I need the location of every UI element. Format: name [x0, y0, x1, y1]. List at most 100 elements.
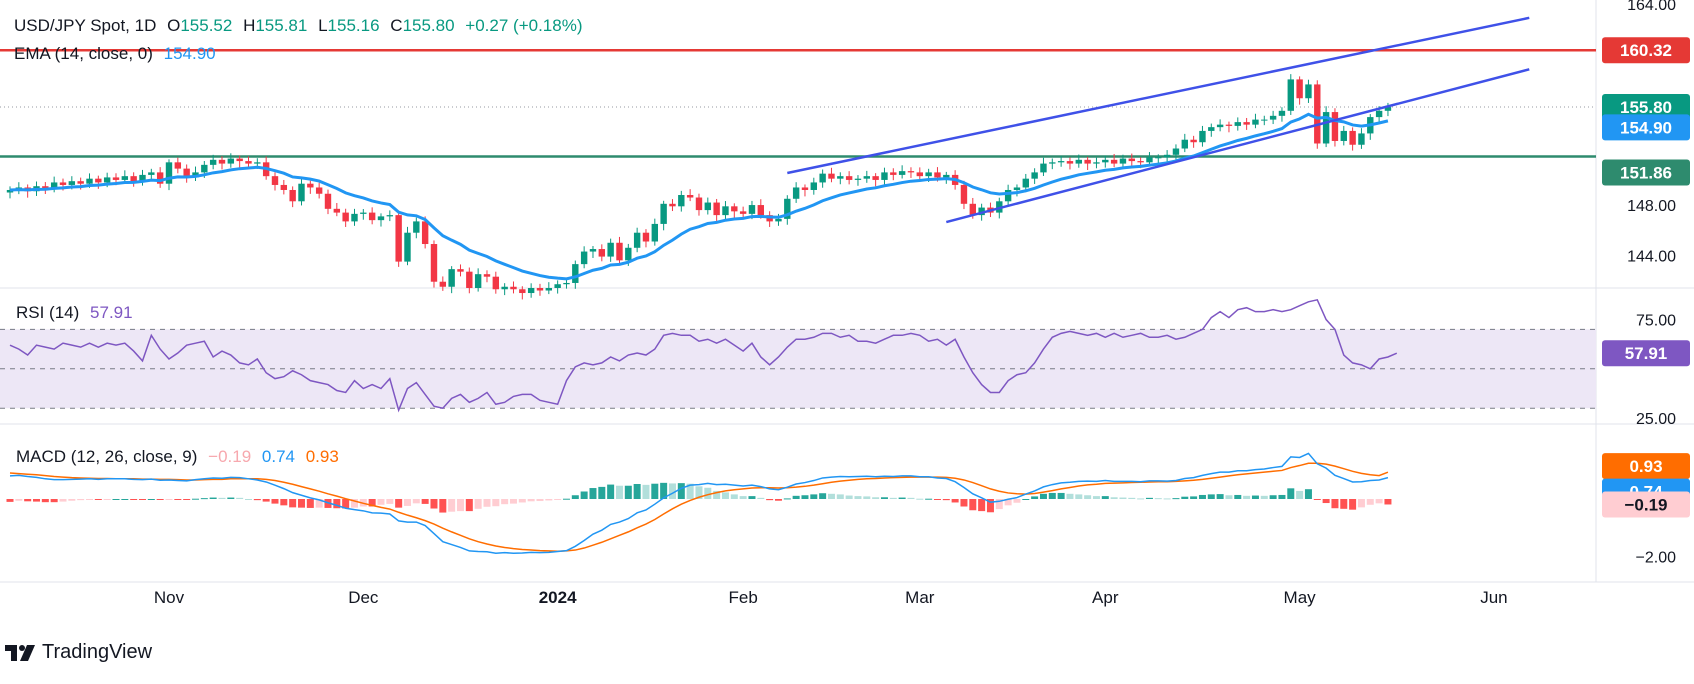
- candle-body: [757, 205, 765, 216]
- candle-body: [351, 213, 358, 222]
- macd-axis-tick: −2.00: [1636, 550, 1677, 567]
- macd-line: [9, 452, 1389, 554]
- macd-histogram-bar: [1022, 499, 1030, 500]
- candle-body: [1031, 172, 1038, 179]
- ema-value: 154.90: [163, 44, 216, 63]
- candle-body: [1216, 124, 1224, 128]
- macd-histogram-bar: [607, 484, 615, 499]
- candle-body: [589, 249, 597, 252]
- macd-histogram-bar: [1031, 496, 1039, 499]
- chart-background: [0, 0, 1694, 620]
- candle-body: [669, 203, 676, 207]
- macd-histogram-bar: [686, 483, 694, 499]
- macd-histogram-bar: [1331, 499, 1339, 509]
- ema-legend: EMA (14, close, 0) 154.90: [14, 44, 222, 64]
- rsi-value-label: 57.91: [1625, 344, 1668, 363]
- macd-signal-label-bg: [1602, 453, 1690, 480]
- candle-body: [872, 176, 879, 180]
- macd-signal-value: 0.93: [305, 447, 339, 466]
- macd-histogram-bar: [1172, 498, 1180, 500]
- candle-body: [1331, 112, 1339, 141]
- candle-body: [580, 251, 588, 265]
- candle-body: [42, 186, 49, 189]
- rsi-axis-tick: 75.00: [1636, 313, 1676, 330]
- candle-body: [1340, 130, 1347, 141]
- macd-histogram-bar: [1375, 499, 1383, 504]
- candle-body: [748, 205, 756, 214]
- macd-histogram-bar: [810, 494, 818, 499]
- macd-histogram-bar: [783, 498, 791, 500]
- candle-body: [881, 172, 888, 180]
- macd-histogram-bar: [1207, 494, 1215, 499]
- macd-histogram-bar: [721, 492, 729, 499]
- candle-body: [421, 221, 429, 245]
- candle-body: [554, 284, 561, 288]
- macd-histogram-bar: [827, 493, 835, 499]
- macd-histogram-bar: [1190, 496, 1198, 499]
- candle-body: [289, 189, 296, 202]
- candle-body: [1119, 158, 1127, 164]
- macd-histogram-bar: [889, 497, 897, 499]
- candle-body: [342, 212, 349, 222]
- candle-body: [925, 172, 932, 177]
- macd-histogram-bar: [1322, 499, 1330, 504]
- candle-body: [1013, 187, 1021, 190]
- macd-histogram-bar: [1260, 495, 1268, 499]
- macd-histogram-bar: [165, 499, 173, 500]
- macd-histogram-bar: [280, 499, 288, 506]
- macd-histogram-bar: [845, 495, 853, 499]
- macd-histogram-bar: [1251, 495, 1259, 499]
- candle-body: [943, 174, 950, 178]
- candle-body: [907, 171, 915, 173]
- macd-histogram-bar: [501, 499, 509, 505]
- macd-histogram-bar: [554, 499, 562, 500]
- price-label-ema: 154.90: [1620, 118, 1672, 137]
- candle-body: [1022, 178, 1029, 188]
- macd-histogram-bar: [1137, 498, 1145, 500]
- macd-signal-line: [9, 462, 1389, 552]
- candle-body: [386, 215, 394, 217]
- candle-body: [156, 172, 164, 184]
- candle-body: [201, 164, 208, 173]
- macd-histogram-bar: [130, 499, 138, 500]
- candle-body: [625, 247, 632, 261]
- macd-histogram-bar: [1384, 499, 1392, 505]
- macd-histogram-bar: [1357, 499, 1365, 508]
- time-axis-tick: 2024: [539, 588, 577, 607]
- macd-histogram-bar: [695, 486, 703, 499]
- candle-body: [1269, 115, 1277, 120]
- candle-body: [1163, 154, 1171, 158]
- tradingview-logo[interactable]: TradingView: [4, 641, 152, 664]
- candle-body: [1234, 122, 1241, 126]
- candle-body: [1190, 139, 1197, 143]
- macd-histogram-bar: [942, 499, 950, 501]
- candle-body: [1093, 162, 1100, 164]
- macd-histogram-bar: [315, 499, 323, 508]
- candle-body: [333, 208, 341, 213]
- candle-body: [324, 193, 332, 209]
- macd-histogram-bar: [236, 497, 244, 499]
- candle-body: [1075, 159, 1082, 164]
- macd-histogram-bar: [32, 499, 40, 502]
- candle-body: [898, 171, 906, 175]
- candle-body: [298, 183, 305, 202]
- candle-body: [50, 182, 58, 189]
- candle-body: [695, 197, 703, 211]
- ema-line: [9, 112, 1389, 281]
- price-label-last: 155.80: [1620, 98, 1672, 117]
- candle-body: [404, 232, 411, 262]
- candle-body: [103, 177, 111, 183]
- candle-body: [1137, 161, 1144, 163]
- rsi-legend: RSI (14) 57.91: [16, 303, 139, 323]
- macd-histogram-bar: [253, 499, 261, 501]
- macd-histogram-bar: [289, 499, 297, 508]
- candle-body: [139, 174, 146, 182]
- candle-body: [801, 187, 809, 190]
- candle-body: [633, 232, 641, 248]
- macd-histogram-bar: [41, 499, 49, 503]
- macd-histogram-bar: [377, 499, 385, 505]
- rsi-label: RSI (14): [16, 303, 80, 322]
- candle-body: [722, 206, 729, 216]
- ohlc-high: H155.81: [243, 16, 307, 35]
